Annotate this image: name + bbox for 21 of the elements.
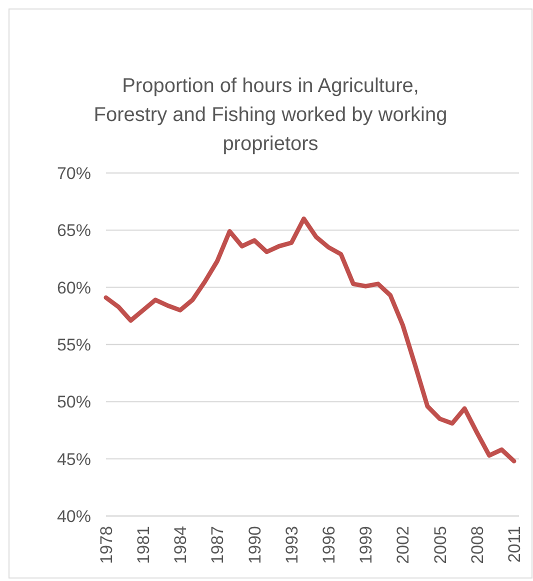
y-tick-label: 70% bbox=[56, 164, 91, 183]
x-tick-label: 1993 bbox=[282, 526, 302, 564]
x-tick-label: 2008 bbox=[468, 526, 487, 564]
x-tick-label: 1990 bbox=[245, 526, 264, 564]
y-tick-label: 40% bbox=[56, 506, 91, 526]
x-tick-label: 2011 bbox=[504, 526, 524, 563]
y-tick-label: 65% bbox=[56, 221, 91, 240]
y-tick-label: 55% bbox=[56, 335, 91, 354]
x-tick-label: 1981 bbox=[134, 526, 154, 564]
x-tick-label: 1996 bbox=[319, 526, 338, 564]
y-tick-label: 45% bbox=[56, 450, 91, 469]
chart-title: Proportion of hours in Agriculture, Forestry and Fishing worked by working proprietors bbox=[94, 75, 448, 155]
x-tick-label: 1984 bbox=[171, 526, 190, 564]
x-tick-label: 2002 bbox=[394, 526, 413, 564]
line-series bbox=[104, 216, 516, 464]
x-tick-label: 1999 bbox=[356, 526, 376, 564]
y-tick-label: 60% bbox=[56, 278, 91, 298]
y-tick-label: 50% bbox=[56, 392, 91, 412]
x-tick-label: 1978 bbox=[96, 526, 116, 564]
x-tick-label: 2005 bbox=[430, 526, 450, 564]
x-tick-label: 1987 bbox=[208, 526, 228, 564]
